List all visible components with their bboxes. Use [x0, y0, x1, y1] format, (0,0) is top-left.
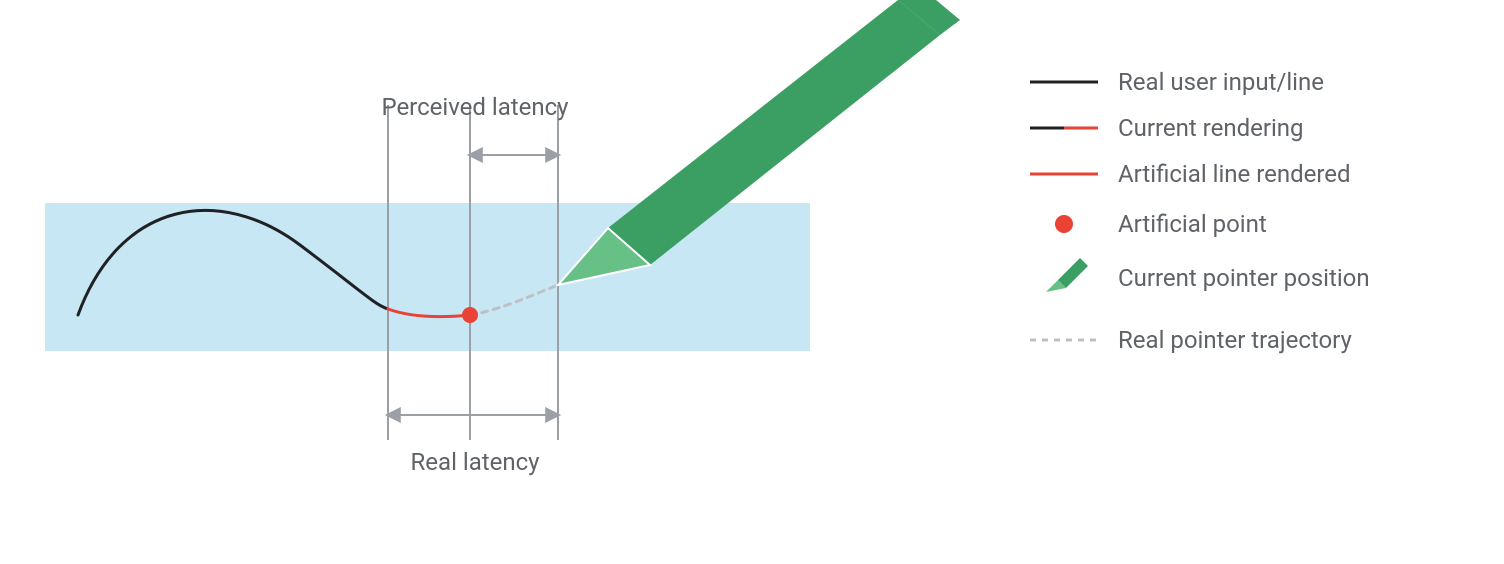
legend-swatch-icon: [1046, 258, 1088, 292]
legend-item: Artificial line rendered: [1030, 160, 1351, 188]
legend-item: Real user input/line: [1030, 68, 1324, 96]
legend: Real user input/line Current rendering Art…: [1030, 68, 1370, 354]
real-latency-measure: Real latency: [388, 415, 558, 476]
legend-item: Artificial point: [1055, 210, 1267, 238]
legend-label: Real user input/line: [1118, 68, 1324, 96]
perceived-latency-label: Perceived latency: [381, 93, 569, 121]
legend-swatch-icon: [1055, 215, 1073, 233]
legend-item: Real pointer trajectory: [1030, 326, 1353, 354]
legend-label: Artificial point: [1118, 210, 1267, 238]
legend-item: Current pointer position: [1046, 258, 1370, 292]
legend-label: Real pointer trajectory: [1118, 326, 1353, 354]
perceived-latency-measure: Perceived latency: [381, 93, 569, 155]
diagram-root: Perceived latency Real latency Real user…: [0, 0, 1504, 564]
legend-label: Current rendering: [1118, 114, 1304, 142]
diagram-svg: Perceived latency Real latency Real user…: [0, 0, 1504, 564]
artificial-point-icon: [462, 307, 478, 323]
legend-label: Current pointer position: [1118, 264, 1370, 292]
real-latency-label: Real latency: [411, 448, 541, 476]
legend-item: Current rendering: [1030, 114, 1304, 142]
legend-label: Artificial line rendered: [1118, 160, 1351, 188]
